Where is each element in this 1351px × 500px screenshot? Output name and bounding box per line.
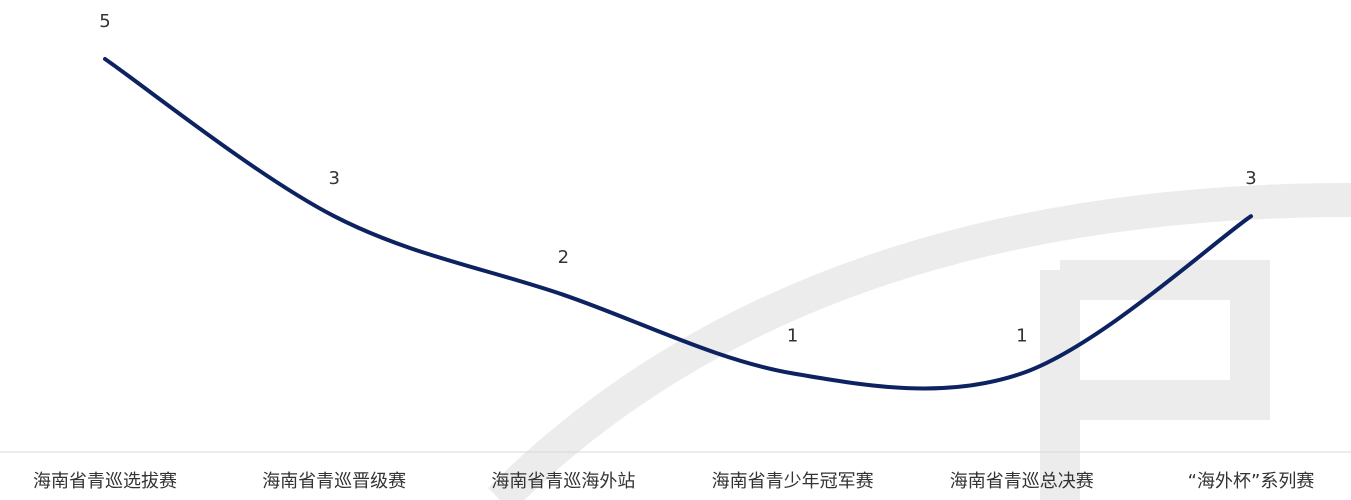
watermark-glyph — [1040, 260, 1270, 500]
x-tick-label: 海南省青少年冠军赛 — [712, 471, 874, 492]
data-label: 3 — [328, 168, 339, 189]
x-tick-label: 海南省青巡总决赛 — [950, 471, 1094, 492]
line — [103, 57, 1253, 391]
data-label: 1 — [1016, 325, 1027, 346]
data-label: 2 — [558, 247, 569, 268]
x-tick-label: 海南省青巡选拔赛 — [33, 471, 177, 492]
x-tick-label: 海南省青巡海外站 — [491, 471, 635, 492]
data-label: 1 — [787, 325, 798, 346]
watermark — [487, 183, 1351, 500]
x-tick-label: 海南省青巡晋级赛 — [262, 471, 406, 492]
watermark-arc — [487, 183, 1351, 500]
x-tick-label: “海外杯”系列赛 — [1188, 471, 1315, 492]
data-label: 5 — [99, 11, 110, 32]
data-label: 3 — [1245, 168, 1256, 189]
